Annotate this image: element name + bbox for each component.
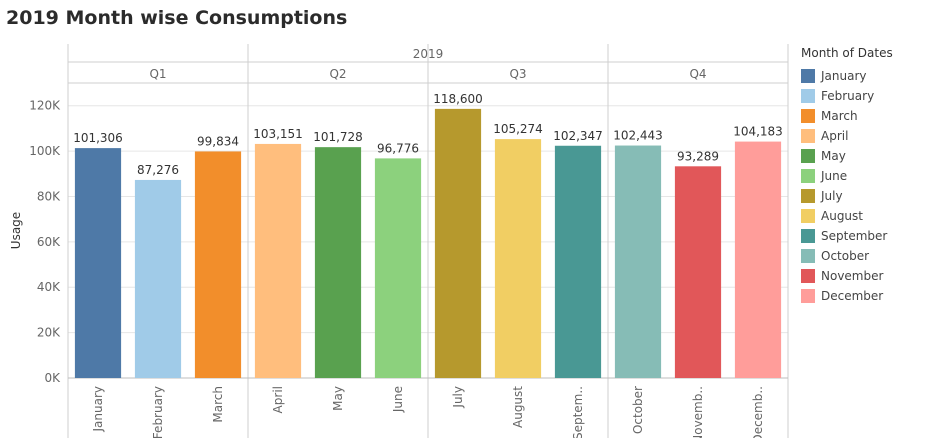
quarter-label: Q3 — [509, 67, 526, 81]
legend-items: January February March April May June July Augu… — [801, 66, 936, 306]
legend-label: April — [821, 129, 849, 143]
legend-swatch — [801, 249, 815, 263]
legend-swatch — [801, 169, 815, 183]
data-label: 105,274 — [493, 122, 543, 136]
data-label: 102,443 — [613, 129, 663, 143]
data-label: 96,776 — [377, 141, 419, 155]
x-tick-label: October — [631, 386, 645, 434]
legend-item: November — [801, 266, 936, 286]
x-tick-label: Decemb.. — [751, 386, 765, 438]
legend-label: June — [821, 169, 848, 183]
legend-item: December — [801, 286, 936, 306]
legend-label: May — [821, 149, 846, 163]
legend-label: February — [821, 89, 875, 103]
legend-label: August — [821, 209, 863, 223]
legend-title: Month of Dates — [801, 46, 893, 60]
legend-swatch — [801, 289, 815, 303]
bar-december — [734, 141, 782, 378]
legend-item: May — [801, 146, 936, 166]
x-tick-label: April — [271, 386, 285, 413]
data-label: 99,834 — [197, 134, 239, 148]
bar-september — [554, 145, 602, 378]
legend-label: September — [821, 229, 888, 243]
quarter-label: Q1 — [149, 67, 166, 81]
x-tick-label: January — [91, 386, 105, 433]
data-label: 93,289 — [677, 149, 719, 163]
y-tick-label: 60K — [37, 235, 61, 249]
legend-swatch — [801, 89, 815, 103]
y-tick-label: 100K — [29, 144, 61, 158]
legend-label: October — [821, 249, 870, 263]
x-tick-label: Novemb.. — [691, 386, 705, 438]
data-label: 118,600 — [433, 92, 483, 106]
legend-label: July — [821, 189, 843, 203]
legend-item: June — [801, 166, 936, 186]
data-label: 104,183 — [733, 125, 783, 139]
legend-swatch — [801, 269, 815, 283]
y-tick-label: 40K — [37, 280, 61, 294]
bar-november — [674, 166, 722, 378]
legend-item: August — [801, 206, 936, 226]
legend-swatch — [801, 189, 815, 203]
quarter-label: Q4 — [689, 67, 706, 81]
x-tick-label: August — [511, 386, 525, 428]
x-tick-label: June — [391, 386, 405, 413]
bar-february — [134, 179, 182, 378]
x-tick-label: March — [211, 386, 225, 423]
y-tick-label: 20K — [37, 326, 61, 340]
y-tick-label: 120K — [29, 99, 61, 113]
legend-label: December — [821, 289, 884, 303]
bar-may — [314, 147, 362, 378]
bar-june — [374, 158, 422, 378]
legend-label: January — [821, 69, 867, 83]
bar-october — [614, 145, 662, 378]
legend-swatch — [801, 209, 815, 223]
legend-label: November — [821, 269, 884, 283]
data-label: 101,728 — [313, 130, 363, 144]
legend-swatch — [801, 149, 815, 163]
y-tick-label: 80K — [37, 189, 61, 203]
legend: Month of Dates January February March April… — [801, 46, 936, 306]
legend-item: March — [801, 106, 936, 126]
bar-march — [194, 151, 242, 378]
x-tick-label: Septem.. — [571, 386, 585, 438]
legend-item: January — [801, 66, 936, 86]
bar-july — [434, 108, 482, 378]
data-label: 102,347 — [553, 129, 603, 143]
legend-swatch — [801, 129, 815, 143]
x-tick-label: July — [451, 386, 465, 409]
data-label: 103,151 — [253, 127, 303, 141]
legend-item: April — [801, 126, 936, 146]
page-title: 2019 Month wise Consumptions — [6, 7, 348, 29]
y-tick-label: 0K — [44, 371, 61, 385]
legend-swatch — [801, 229, 815, 243]
data-label: 101,306 — [73, 131, 123, 145]
bar-january — [74, 148, 122, 378]
legend-item: February — [801, 86, 936, 106]
y-axis-label: Usage — [9, 212, 23, 249]
legend-item: July — [801, 186, 936, 206]
bar-august — [494, 139, 542, 378]
legend-item: September — [801, 226, 936, 246]
legend-label: March — [821, 109, 858, 123]
quarter-label: Q2 — [329, 67, 346, 81]
x-tick-label: May — [331, 386, 345, 411]
data-label: 87,276 — [137, 163, 179, 177]
legend-item: October — [801, 246, 936, 266]
legend-swatch — [801, 69, 815, 83]
bar-april — [254, 143, 302, 378]
x-tick-label: February — [151, 386, 165, 438]
legend-swatch — [801, 109, 815, 123]
